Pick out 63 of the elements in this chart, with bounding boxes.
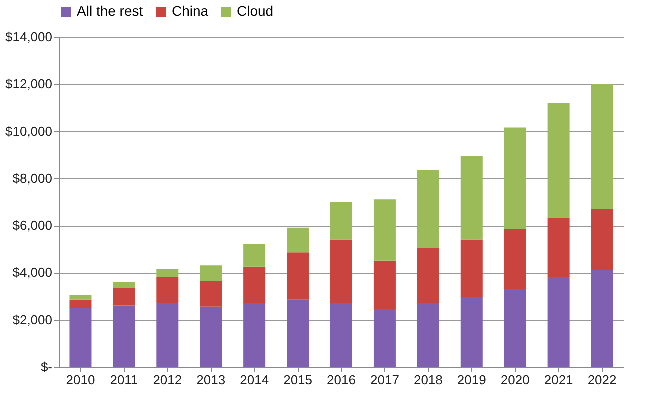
bar (70, 295, 92, 300)
x-tick-label: 2020 (500, 372, 530, 388)
y-tick-label: $10,000 (6, 124, 52, 139)
bar (113, 282, 136, 288)
legend-label: China (172, 3, 209, 19)
x-tick-label: 2018 (414, 372, 443, 388)
bar (374, 309, 396, 367)
bar (287, 228, 310, 253)
bar (200, 280, 222, 307)
x-tick-label: 2012 (153, 372, 182, 388)
bar (113, 306, 136, 367)
bar (70, 308, 92, 367)
x-tick-label: 2019 (457, 372, 486, 388)
bar (504, 229, 526, 290)
bar (70, 300, 92, 308)
bar (591, 270, 614, 367)
bar (460, 156, 483, 240)
bar (374, 200, 396, 261)
x-tick-label: 2016 (327, 372, 356, 388)
y-tick-label: $6,000 (12, 218, 52, 234)
bar (504, 289, 526, 367)
x-tick-label: 2022 (588, 372, 617, 388)
y-tick-label: $12,000 (6, 76, 52, 92)
bar (244, 303, 266, 367)
bar (591, 209, 614, 270)
legend-label: Cloud (237, 3, 274, 19)
y-tick-label: $- (40, 360, 52, 374)
bar (287, 300, 310, 367)
bar (113, 288, 136, 306)
bar (548, 277, 570, 367)
y-tick-label: $2,000 (12, 312, 52, 328)
bar (417, 170, 440, 248)
bar (591, 84, 614, 210)
bar (417, 248, 440, 304)
y-tick-label: $4,000 (12, 265, 52, 280)
bar (200, 266, 222, 281)
bar (460, 240, 483, 298)
bar (374, 260, 396, 310)
bar (330, 240, 352, 304)
x-tick-label: 2015 (284, 372, 312, 388)
bar (287, 252, 310, 300)
bar (200, 306, 222, 367)
x-tick-label: 2021 (544, 372, 574, 388)
bar (548, 218, 570, 278)
y-tick-label: $14,000 (6, 30, 52, 44)
bar (548, 103, 570, 218)
bar (504, 128, 526, 230)
bar (156, 269, 179, 278)
bar (244, 266, 266, 304)
legend-label: All the rest (77, 3, 144, 19)
x-tick-label: 2010 (66, 372, 96, 388)
bar (156, 303, 179, 367)
bar (330, 303, 352, 367)
y-tick-label: $8,000 (12, 170, 52, 186)
bar (417, 303, 440, 367)
bar (244, 244, 266, 267)
bar (460, 297, 483, 367)
x-tick-label: 2011 (110, 372, 138, 388)
bar (330, 202, 352, 240)
bar (156, 277, 179, 304)
x-tick-label: 2017 (370, 372, 400, 388)
x-tick-label: 2013 (196, 372, 226, 388)
x-tick-label: 2014 (240, 372, 270, 388)
